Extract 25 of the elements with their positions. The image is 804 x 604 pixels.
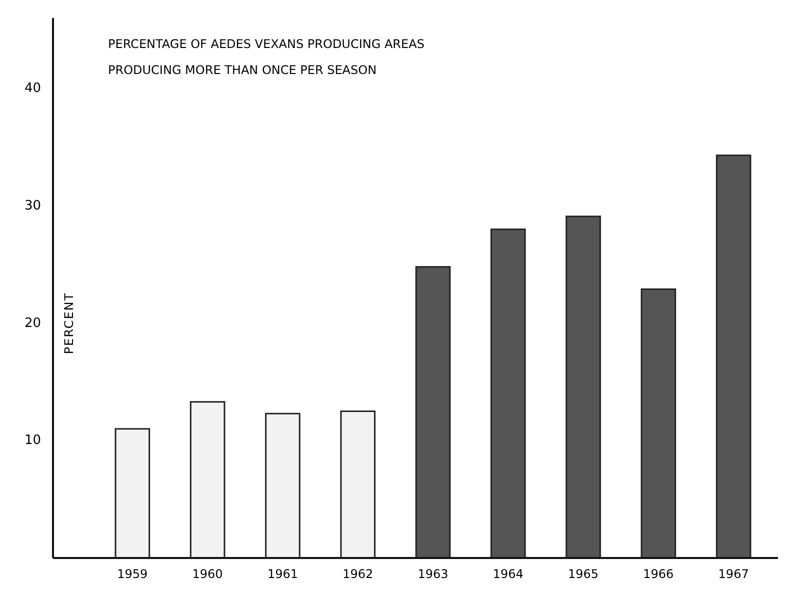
bar bbox=[640, 288, 676, 559]
y-tick-label: 10 bbox=[24, 433, 41, 448]
x-tick-label: 1963 bbox=[418, 567, 448, 581]
text: PERCENTAGE OF AEDES VEXANS PRODUCING AREAS bbox=[108, 37, 424, 51]
x-tick-label: 1964 bbox=[492, 567, 524, 581]
x-tick-label: 1959 bbox=[117, 567, 148, 581]
x-tick-label: 1962 bbox=[342, 567, 374, 581]
x-tick-label: 1966 bbox=[643, 567, 674, 581]
y-tick-label: 30 bbox=[24, 198, 41, 214]
y-axis-title: PERCENT bbox=[62, 292, 76, 354]
bar bbox=[415, 266, 451, 559]
x-tick-label: 1967 bbox=[718, 567, 749, 581]
x-tick-label: 1961 bbox=[267, 567, 298, 581]
bar bbox=[114, 428, 150, 559]
x-tick-label: 1960 bbox=[192, 567, 223, 581]
bar bbox=[190, 401, 226, 559]
bar bbox=[340, 410, 376, 559]
y-tick-label: 20 bbox=[24, 316, 41, 331]
x-tick-label: 1965 bbox=[568, 567, 599, 581]
y-tick-label: 40 bbox=[24, 80, 41, 96]
text: PRODUCING MORE THAN ONCE PER SEASON bbox=[108, 63, 377, 77]
bar bbox=[265, 412, 300, 559]
bar bbox=[490, 228, 526, 559]
bar bbox=[716, 154, 752, 559]
bar bbox=[566, 216, 601, 559]
